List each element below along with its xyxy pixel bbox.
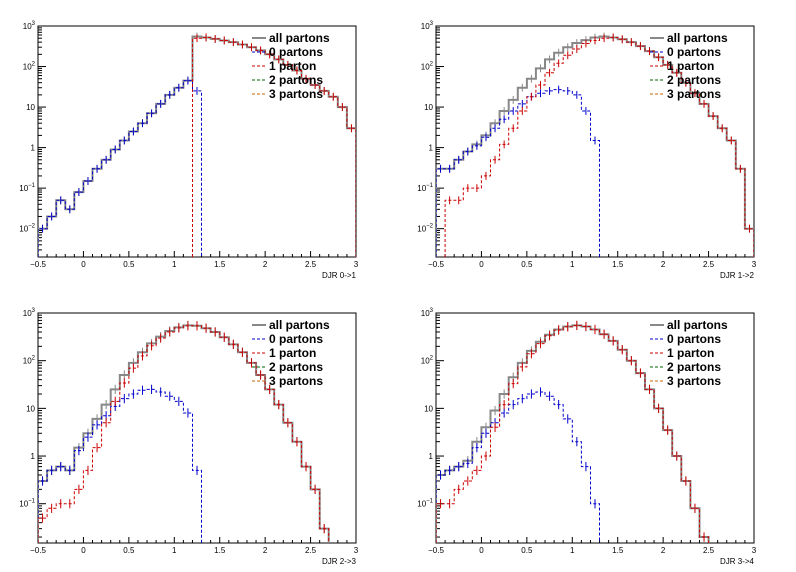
legend-entry: 0 partons: [269, 45, 323, 59]
x-tick-label: 2.5: [703, 260, 715, 269]
x-tick-label: 2: [661, 260, 666, 269]
x-tick-label: 0.5: [123, 546, 135, 555]
legend-entry: 3 partons: [269, 374, 323, 388]
x-tick-label: 1: [570, 260, 575, 269]
y-tick-label: 1: [31, 452, 36, 461]
x-tick-label: −0.5: [428, 260, 444, 269]
x-tick-label: 2.5: [305, 260, 317, 269]
y-tick-label: 103: [23, 308, 36, 318]
y-tick-label: 102: [23, 62, 36, 72]
legend-entry: 1 parton: [667, 59, 714, 73]
legend-entry: all partons: [269, 31, 330, 45]
x-tick-label: 0: [479, 546, 484, 555]
legend-entry: 2 partons: [667, 360, 721, 374]
plot-frame: [435, 25, 755, 258]
x-tick-label: 3: [354, 260, 359, 269]
x-tick-label: 2: [263, 260, 268, 269]
y-tick-label: 10−2: [19, 224, 35, 234]
y-tick-label: 102: [421, 62, 434, 72]
legend-entry: 0 partons: [667, 332, 721, 346]
legend-entry: 3 partons: [667, 374, 721, 388]
legend-entry: 1 parton: [269, 346, 316, 360]
x-tick-label: 1: [172, 260, 177, 269]
x-tick-label: 2: [661, 546, 666, 555]
legend-entry: 0 partons: [269, 332, 323, 346]
x-tick-label: 1.5: [612, 546, 624, 555]
x-tick-label: 1: [570, 546, 575, 555]
legend-entry: all partons: [269, 318, 330, 332]
legend-entry: 3 partons: [269, 87, 323, 101]
y-tick-label: 10: [26, 404, 35, 413]
x-tick-label: 1.5: [214, 546, 226, 555]
y-tick-label: 1: [429, 144, 434, 153]
series-line-0-partons: [436, 89, 600, 257]
x-axis-label: DJR 3->4: [720, 557, 755, 566]
x-tick-label: 2.5: [305, 546, 317, 555]
x-tick-label: 0.5: [521, 260, 533, 269]
legend-entry: all partons: [667, 31, 728, 45]
x-axis-label: DJR 0->1: [322, 271, 357, 280]
y-tick-label: 103: [421, 308, 434, 318]
x-tick-label: 0: [81, 546, 86, 555]
y-tick-label: 103: [23, 21, 36, 31]
x-tick-label: 0.5: [123, 260, 135, 269]
x-tick-label: 1.5: [214, 260, 226, 269]
series-line-0-partons: [38, 388, 202, 543]
legend-entry: 1 parton: [269, 59, 316, 73]
y-tick-label: 10: [26, 103, 35, 112]
x-tick-label: −0.5: [30, 546, 46, 555]
x-axis-label: DJR 1->2: [720, 271, 755, 280]
x-tick-label: 3: [752, 260, 757, 269]
x-tick-label: −0.5: [30, 260, 46, 269]
series-line-all-partons: [436, 35, 754, 257]
plot-frame: [435, 312, 755, 544]
y-tick-label: 103: [421, 21, 434, 31]
legend-entry: all partons: [667, 318, 728, 332]
y-tick-label: 10−1: [417, 183, 433, 193]
x-tick-label: −0.5: [428, 546, 444, 555]
series-line-1-parton: [436, 325, 710, 543]
x-tick-label: 0: [479, 260, 484, 269]
legend-entry: 0 partons: [667, 45, 721, 59]
y-tick-label: 1: [429, 452, 434, 461]
legend-entry: 2 partons: [269, 360, 323, 374]
y-tick-label: 10−2: [417, 224, 433, 234]
x-tick-label: 1.5: [612, 260, 624, 269]
y-tick-label: 10−1: [19, 499, 35, 509]
series-line-1-parton: [192, 37, 356, 257]
x-tick-label: 3: [354, 546, 359, 555]
y-tick-label: 102: [421, 356, 434, 366]
x-axis-label: DJR 2->3: [322, 557, 357, 566]
x-tick-label: 0.5: [521, 546, 533, 555]
x-tick-label: 2.5: [703, 546, 715, 555]
legend-entry: 2 partons: [269, 73, 323, 87]
y-tick-label: 10: [424, 404, 433, 413]
plot-frame: [37, 312, 357, 544]
x-tick-label: 3: [752, 546, 757, 555]
legend-entry: 3 partons: [667, 87, 721, 101]
y-tick-label: 10−1: [417, 499, 433, 509]
x-tick-label: 1: [172, 546, 177, 555]
y-tick-label: 102: [23, 356, 36, 366]
series-line-0-partons: [38, 80, 202, 257]
x-tick-label: 2: [263, 546, 268, 555]
x-tick-label: 0: [81, 260, 86, 269]
legend-entry: 1 parton: [667, 346, 714, 360]
y-tick-label: 10: [424, 103, 433, 112]
y-tick-label: 1: [31, 144, 36, 153]
legend-entry: 2 partons: [667, 73, 721, 87]
y-tick-label: 10−1: [19, 183, 35, 193]
